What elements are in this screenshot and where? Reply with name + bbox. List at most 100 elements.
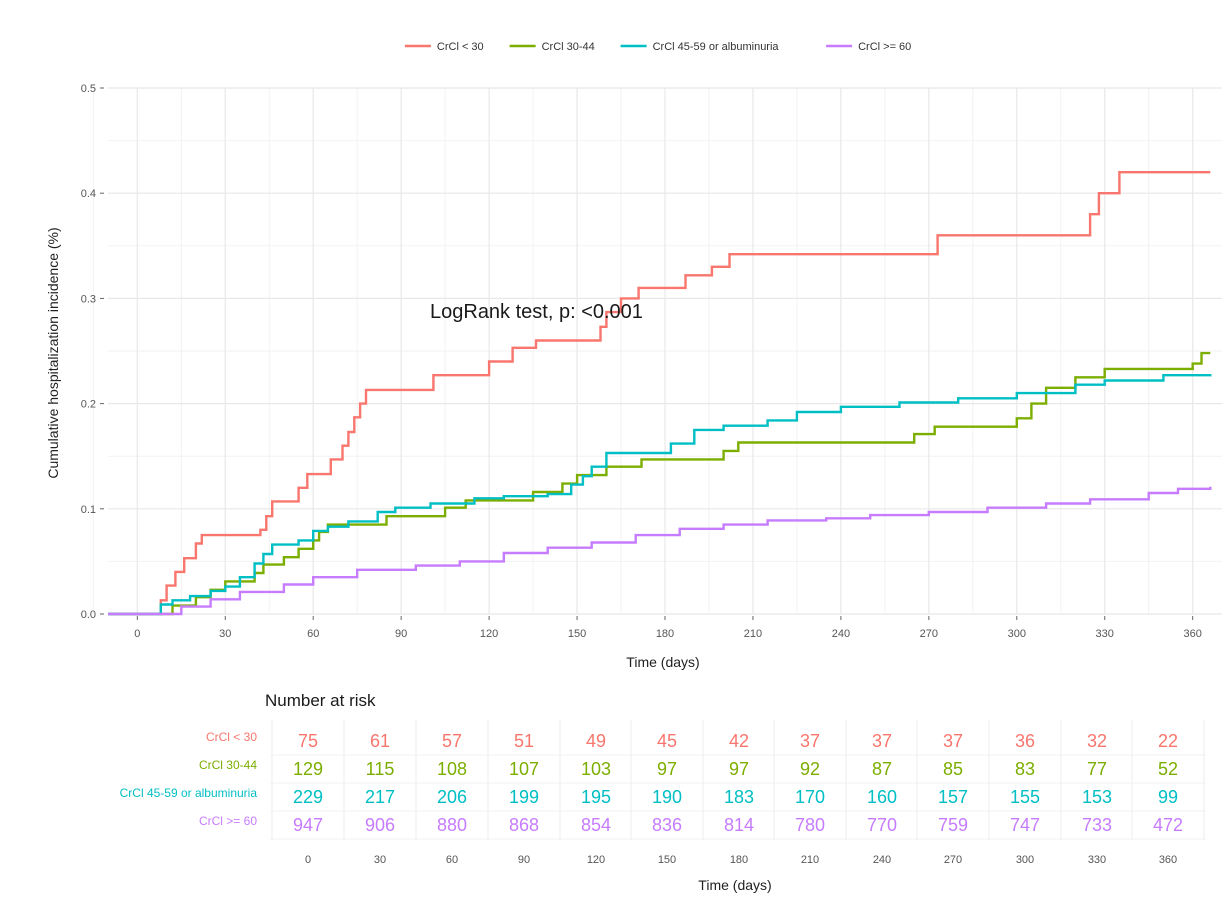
risk-value: 51 (514, 731, 534, 751)
risk-row-label: CrCl >= 60 (199, 814, 257, 828)
x-tick-label: 210 (744, 628, 762, 640)
risk-col-tick-label: 30 (374, 854, 386, 866)
risk-value: 190 (652, 787, 682, 807)
x-tick-label: 0 (134, 628, 140, 640)
risk-value: 108 (437, 759, 467, 779)
risk-value: 115 (366, 759, 395, 779)
risk-value: 836 (652, 815, 682, 835)
risk-value: 52 (1158, 759, 1178, 779)
x-tick-label: 300 (1008, 628, 1026, 640)
risk-value: 153 (1082, 787, 1112, 807)
y-tick-label: 0.1 (81, 504, 96, 516)
risk-col-tick-label: 270 (944, 854, 962, 866)
risk-value: 37 (943, 731, 963, 751)
x-tick-label: 90 (395, 628, 407, 640)
risk-value: 217 (365, 787, 395, 807)
risk-col-tick-label: 240 (873, 854, 891, 866)
x-tick-label: 330 (1096, 628, 1114, 640)
y-tick-label: 0.2 (81, 399, 96, 411)
risk-value: 868 (509, 815, 539, 835)
risk-col-tick-label: 360 (1159, 854, 1177, 866)
x-tick-label: 30 (219, 628, 231, 640)
risk-value: 129 (293, 759, 323, 779)
risk-col-tick-label: 180 (730, 854, 748, 866)
x-tick-label: 240 (832, 628, 850, 640)
risk-value: 49 (586, 731, 606, 751)
risk-value: 61 (370, 731, 390, 751)
series-line (108, 486, 1212, 616)
risk-col-tick-label: 210 (801, 854, 819, 866)
risk-col-tick-label: 120 (587, 854, 605, 866)
x-tick-label: 270 (920, 628, 938, 640)
risk-value: 880 (437, 815, 467, 835)
risk-col-tick-label: 300 (1016, 854, 1034, 866)
risk-value: 57 (442, 731, 462, 751)
risk-table-x-axis-label: Time (days) (698, 877, 771, 893)
risk-value: 99 (1158, 787, 1178, 807)
risk-value: 195 (581, 787, 611, 807)
risk-value: 92 (800, 759, 820, 779)
legend-label: CrCl 45-59 or albuminuria (653, 41, 780, 53)
risk-col-tick-label: 0 (305, 854, 311, 866)
risk-value: 747 (1010, 815, 1040, 835)
risk-value: 472 (1153, 815, 1183, 835)
risk-value: 36 (1015, 731, 1035, 751)
risk-value: 206 (437, 787, 467, 807)
y-axis-label: Cumulative hospitalization incidence (%) (45, 227, 61, 478)
plot-axes: 0 30 60 90 120 150 180 210 240 270 300 330 360 0.0 0.1… (81, 83, 1202, 640)
risk-col-tick-label: 150 (658, 854, 676, 866)
risk-value: 32 (1087, 731, 1107, 751)
risk-table-title: Number at risk (265, 691, 376, 710)
risk-value: 780 (795, 815, 825, 835)
risk-col-tick-label: 330 (1088, 854, 1106, 866)
series-line (108, 351, 1211, 616)
x-tick-label: 360 (1184, 628, 1202, 640)
risk-value: 77 (1087, 759, 1107, 779)
risk-value: 770 (867, 815, 897, 835)
x-tick-label: 60 (307, 628, 319, 640)
risk-value: 160 (867, 787, 897, 807)
x-tick-label: 180 (656, 628, 674, 640)
risk-value: 37 (800, 731, 820, 751)
risk-value: 97 (657, 759, 677, 779)
risk-value: 97 (729, 759, 749, 779)
risk-value: 157 (938, 787, 968, 807)
risk-value: 155 (1010, 787, 1040, 807)
risk-value: 45 (657, 731, 677, 751)
risk-value: 814 (724, 815, 754, 835)
legend-label: CrCl >= 60 (858, 41, 911, 53)
risk-table-grid (270, 720, 1206, 840)
series-line (108, 171, 1211, 616)
risk-col-tick-label: 60 (446, 854, 458, 866)
x-tick-label: 120 (480, 628, 498, 640)
risk-row-label: CrCl 30-44 (199, 758, 257, 772)
risk-value: 854 (581, 815, 611, 835)
risk-value: 183 (724, 787, 754, 807)
risk-table: CrCl < 30 75 61 57 51 49 45 42 37 37 37 36 32 22 CrCl … (120, 730, 1183, 866)
risk-value: 87 (872, 759, 892, 779)
y-tick-label: 0.3 (81, 293, 96, 305)
series-line (108, 374, 1212, 616)
plot-lines (108, 171, 1212, 616)
risk-value: 107 (509, 759, 539, 779)
risk-value: 947 (293, 815, 323, 835)
y-tick-label: 0.4 (81, 188, 96, 200)
risk-value: 83 (1015, 759, 1035, 779)
risk-row-label: CrCl 45-59 or albuminuria (120, 786, 258, 800)
risk-value: 733 (1082, 815, 1112, 835)
risk-value: 37 (872, 731, 892, 751)
risk-value: 199 (509, 787, 539, 807)
x-tick-label: 150 (568, 628, 586, 640)
risk-value: 229 (293, 787, 323, 807)
risk-value: 170 (795, 787, 825, 807)
y-tick-label: 0.5 (81, 83, 96, 95)
risk-value: 906 (365, 815, 395, 835)
logrank-annotation: LogRank test, p: <0.001 (430, 301, 643, 323)
y-tick-label: 0.0 (81, 609, 96, 621)
risk-value: 42 (729, 731, 749, 751)
legend: CrCl < 30 CrCl 30-44 CrCl 45-59 or albumin… (404, 41, 911, 53)
risk-value: 103 (581, 759, 611, 779)
risk-value: 759 (938, 815, 968, 835)
x-axis-label: Time (days) (626, 654, 699, 670)
